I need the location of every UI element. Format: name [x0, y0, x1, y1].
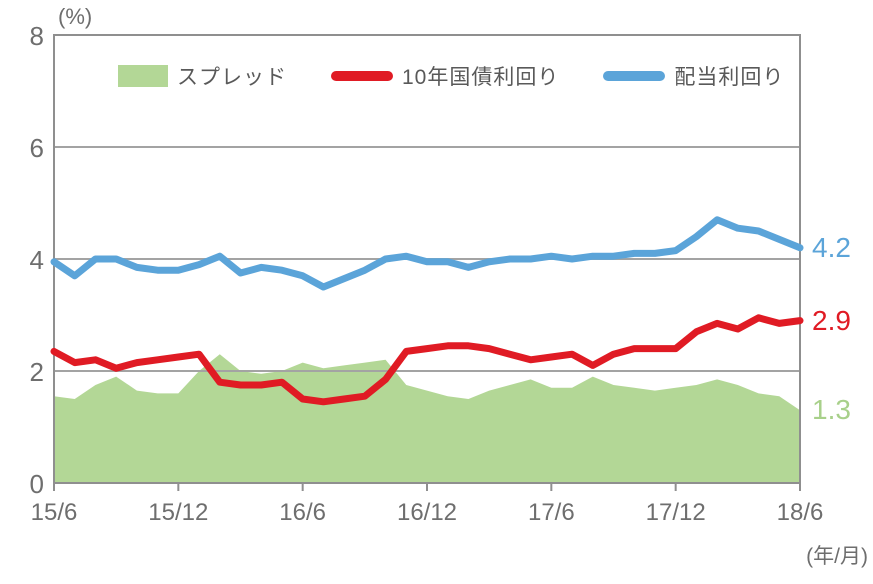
legend-label-dividend-yield: 配当利回り [674, 66, 785, 89]
配当利回り-line-shape [50, 216, 804, 291]
x-tick-label: 15/6 [30, 499, 78, 526]
legend-item-dividend-yield: 配当利回り [603, 61, 784, 91]
spread-area-swatch-icon [118, 65, 168, 87]
x-tick-label: 17/12 [645, 499, 706, 526]
bond-yield-line-swatch-icon [331, 71, 393, 81]
x-tick-label: 16/12 [396, 499, 458, 526]
spread-area-shape [54, 354, 800, 483]
dividend-yield-line-swatch-icon [603, 71, 666, 81]
x-tick-label: 16/6 [279, 499, 327, 526]
legend-item-spread: スプレッド [118, 61, 287, 91]
x-tick-label: 17/6 [527, 499, 575, 526]
10年国債利回り-line-shape [50, 314, 804, 406]
end-label-配当利回り: 4.2 [812, 231, 851, 263]
legend: スプレッド 10年国債利回り 配当利回り [118, 58, 784, 94]
x-axis-unit-label: (年/月) [806, 545, 868, 568]
legend-label-spread: スプレッド [177, 66, 287, 89]
y-tick-label: 0 [29, 469, 44, 499]
legend-label-bond-yield: 10年国債利回り [402, 66, 560, 89]
y-tick-label: 4 [29, 245, 44, 275]
x-tick-label: 18/6 [776, 499, 824, 526]
legend-item-bond-yield: 10年国債利回り [331, 61, 559, 91]
x-tick-label: 15/12 [148, 499, 209, 526]
y-tick-label: 8 [29, 21, 44, 51]
y-tick-label: 6 [29, 133, 44, 163]
y-tick-label: 2 [29, 357, 44, 387]
end-label-スプレッド: 1.3 [812, 394, 851, 426]
end-label-10年国債利回り: 2.9 [812, 304, 851, 336]
y-axis-unit-label: (%) [58, 4, 93, 29]
